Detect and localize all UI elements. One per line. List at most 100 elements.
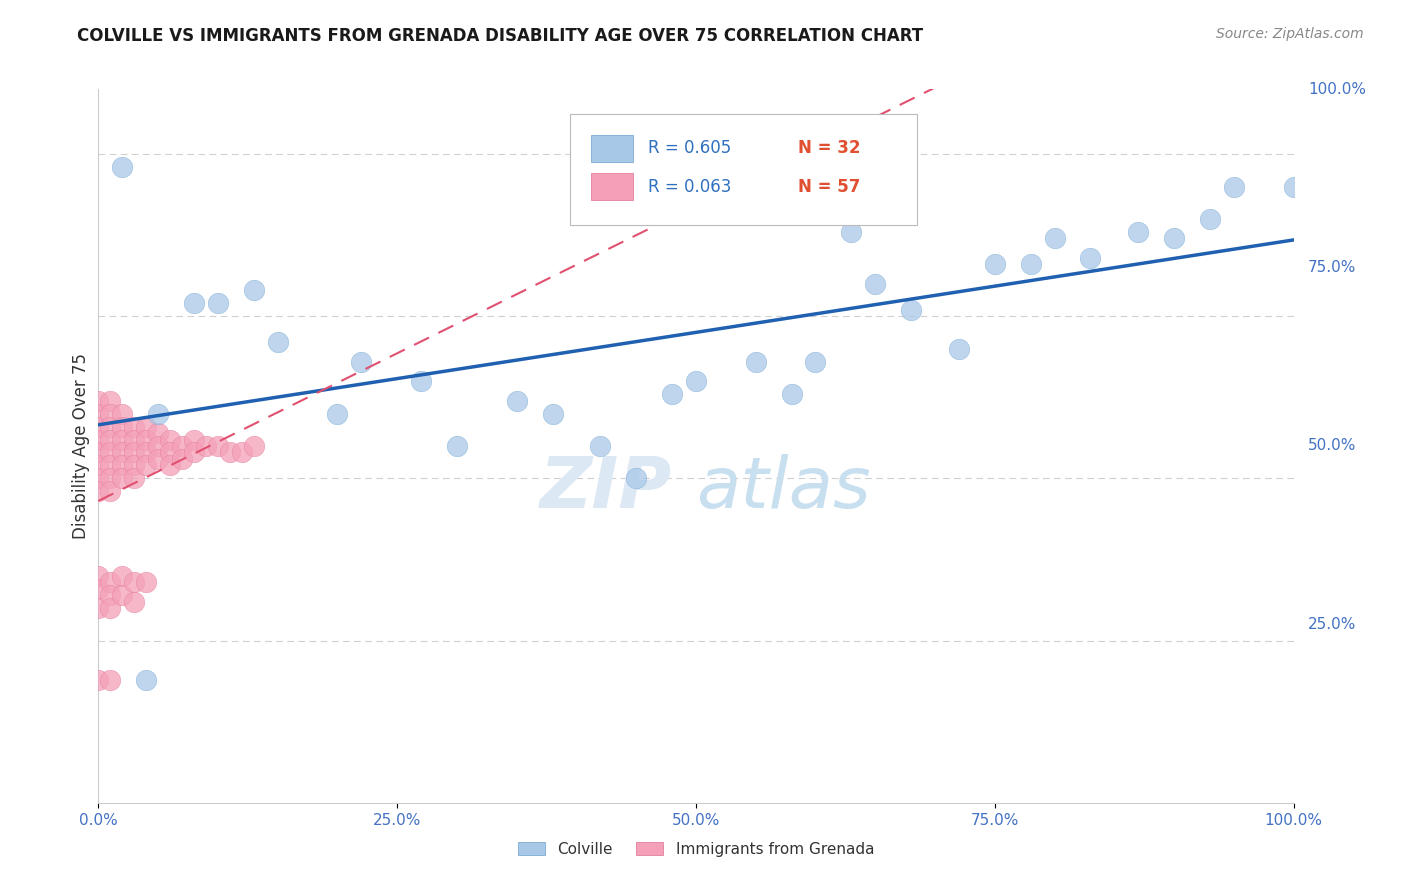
Point [124, 595, 146, 609]
Point [900, 302, 922, 317]
Point [148, 452, 170, 467]
Text: 75.0%: 75.0% [1308, 260, 1357, 275]
Point [98, 419, 122, 434]
Point [243, 283, 266, 297]
Point [124, 419, 146, 434]
Point [865, 277, 887, 291]
Point [87, 582, 110, 596]
Text: N = 32: N = 32 [797, 139, 860, 157]
Point [626, 471, 648, 485]
Point [98, 588, 122, 602]
Point [219, 445, 242, 459]
Text: Source: ZipAtlas.com: Source: ZipAtlas.com [1216, 27, 1364, 41]
Point [326, 407, 349, 421]
Point [541, 407, 564, 421]
Point [87, 433, 110, 447]
Point [231, 445, 253, 459]
Text: 25.0%: 25.0% [1308, 617, 1357, 632]
Text: atlas: atlas [696, 454, 870, 524]
Point [1019, 257, 1042, 271]
Point [135, 433, 157, 447]
Point [183, 445, 205, 459]
Point [159, 458, 181, 473]
Point [135, 575, 157, 590]
Point [98, 471, 122, 485]
Point [780, 387, 803, 401]
Point [98, 673, 122, 687]
Point [111, 568, 134, 582]
Point [87, 471, 110, 485]
Point [98, 484, 122, 499]
Point [148, 425, 170, 440]
Point [183, 296, 205, 310]
Text: 50.0%: 50.0% [1308, 439, 1357, 453]
Point [98, 458, 122, 473]
Point [1080, 251, 1102, 265]
Point [111, 419, 134, 434]
Point [87, 568, 110, 582]
Point [446, 439, 468, 453]
Point [195, 439, 218, 453]
Point [1043, 231, 1066, 245]
Point [589, 439, 612, 453]
Point [87, 484, 110, 499]
Point [1163, 231, 1185, 245]
Point [148, 439, 170, 453]
Point [87, 407, 110, 421]
Point [841, 225, 863, 239]
Point [183, 433, 205, 447]
Point [135, 458, 157, 473]
Point [124, 575, 146, 590]
Point [111, 588, 134, 602]
Point [661, 387, 683, 401]
Point [1282, 179, 1305, 194]
Point [98, 601, 122, 615]
Point [87, 393, 110, 408]
Point [1223, 179, 1246, 194]
Point [98, 575, 122, 590]
Point [1199, 211, 1222, 226]
Point [243, 439, 266, 453]
Y-axis label: Disability Age Over 75: Disability Age Over 75 [72, 353, 90, 539]
Point [1128, 225, 1150, 239]
Point [87, 673, 110, 687]
Point [948, 342, 970, 356]
Bar [591, 135, 633, 162]
Point [148, 407, 170, 421]
Point [159, 433, 181, 447]
Point [172, 452, 194, 467]
Point [98, 393, 122, 408]
Point [124, 458, 146, 473]
Point [350, 354, 373, 368]
Point [87, 458, 110, 473]
Point [98, 407, 122, 421]
Point [207, 296, 229, 310]
FancyBboxPatch shape [571, 114, 917, 225]
Text: COLVILLE VS IMMIGRANTS FROM GRENADA DISABILITY AGE OVER 75 CORRELATION CHART: COLVILLE VS IMMIGRANTS FROM GRENADA DISA… [77, 27, 924, 45]
Point [267, 335, 290, 350]
Point [87, 601, 110, 615]
Text: R = 0.605: R = 0.605 [648, 139, 731, 157]
Point [135, 445, 157, 459]
Text: 100.0%: 100.0% [1308, 82, 1365, 96]
Text: N = 57: N = 57 [797, 178, 860, 196]
Text: R = 0.063: R = 0.063 [648, 178, 731, 196]
Point [135, 673, 157, 687]
Point [111, 433, 134, 447]
Point [159, 445, 181, 459]
Point [111, 407, 134, 421]
Text: ZIP: ZIP [540, 454, 672, 524]
Point [98, 445, 122, 459]
Point [745, 354, 768, 368]
Point [124, 445, 146, 459]
Point [87, 445, 110, 459]
Point [506, 393, 529, 408]
Point [111, 445, 134, 459]
Point [411, 374, 433, 388]
Point [685, 374, 707, 388]
Point [98, 433, 122, 447]
Legend: Colville, Immigrants from Grenada: Colville, Immigrants from Grenada [512, 836, 880, 863]
Point [111, 160, 134, 174]
Point [111, 471, 134, 485]
Point [87, 419, 110, 434]
